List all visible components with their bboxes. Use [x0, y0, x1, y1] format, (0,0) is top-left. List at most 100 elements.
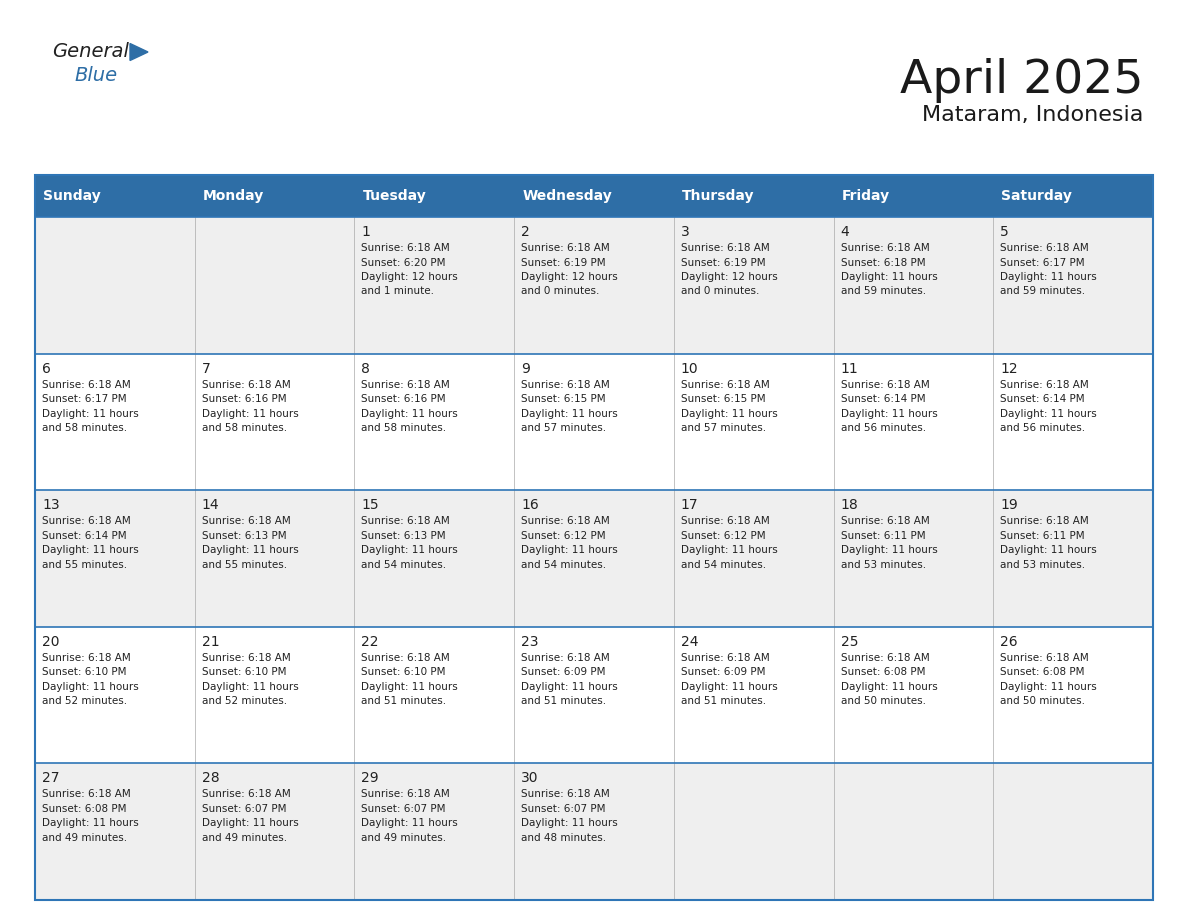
Text: Sunset: 6:14 PM: Sunset: 6:14 PM: [42, 531, 127, 541]
Text: Sunset: 6:10 PM: Sunset: 6:10 PM: [361, 667, 446, 677]
Text: Sunrise: 6:18 AM: Sunrise: 6:18 AM: [42, 789, 131, 800]
Text: Sunset: 6:08 PM: Sunset: 6:08 PM: [841, 667, 925, 677]
Text: Daylight: 11 hours: Daylight: 11 hours: [202, 819, 298, 828]
Bar: [354, 175, 514, 217]
Bar: [514, 175, 674, 217]
Text: Daylight: 11 hours: Daylight: 11 hours: [42, 545, 139, 555]
Text: Sunrise: 6:18 AM: Sunrise: 6:18 AM: [1000, 380, 1089, 389]
Text: Sunrise: 6:18 AM: Sunrise: 6:18 AM: [361, 243, 450, 253]
Text: Sunrise: 6:18 AM: Sunrise: 6:18 AM: [841, 516, 929, 526]
Text: and 57 minutes.: and 57 minutes.: [681, 423, 766, 433]
Text: Daylight: 11 hours: Daylight: 11 hours: [841, 272, 937, 282]
Text: Daylight: 11 hours: Daylight: 11 hours: [681, 409, 778, 419]
Text: Sunrise: 6:18 AM: Sunrise: 6:18 AM: [361, 789, 450, 800]
Text: and 52 minutes.: and 52 minutes.: [42, 696, 127, 706]
Text: Sunrise: 6:18 AM: Sunrise: 6:18 AM: [522, 653, 609, 663]
Text: and 58 minutes.: and 58 minutes.: [361, 423, 447, 433]
Text: and 0 minutes.: and 0 minutes.: [522, 286, 600, 297]
Text: Sunrise: 6:18 AM: Sunrise: 6:18 AM: [681, 243, 770, 253]
Text: Sunset: 6:17 PM: Sunset: 6:17 PM: [1000, 258, 1085, 267]
Text: 17: 17: [681, 498, 699, 512]
Text: Daylight: 11 hours: Daylight: 11 hours: [1000, 409, 1097, 419]
Text: 15: 15: [361, 498, 379, 512]
Text: Daylight: 11 hours: Daylight: 11 hours: [42, 682, 139, 692]
Text: Sunrise: 6:18 AM: Sunrise: 6:18 AM: [681, 653, 770, 663]
Text: Daylight: 11 hours: Daylight: 11 hours: [681, 682, 778, 692]
Text: Sunset: 6:10 PM: Sunset: 6:10 PM: [202, 667, 286, 677]
Text: Sunset: 6:08 PM: Sunset: 6:08 PM: [42, 804, 126, 814]
Text: Sunset: 6:11 PM: Sunset: 6:11 PM: [1000, 531, 1085, 541]
Text: Friday: Friday: [841, 189, 890, 203]
Bar: [195, 175, 354, 217]
Text: Sunset: 6:07 PM: Sunset: 6:07 PM: [361, 804, 446, 814]
Text: General: General: [52, 42, 128, 61]
Text: 3: 3: [681, 225, 689, 239]
Text: 26: 26: [1000, 635, 1018, 649]
Text: Sunset: 6:07 PM: Sunset: 6:07 PM: [522, 804, 606, 814]
Text: Sunrise: 6:18 AM: Sunrise: 6:18 AM: [361, 653, 450, 663]
Text: 24: 24: [681, 635, 699, 649]
Text: Sunset: 6:19 PM: Sunset: 6:19 PM: [522, 258, 606, 267]
Text: Sunrise: 6:18 AM: Sunrise: 6:18 AM: [202, 380, 290, 389]
Text: Sunrise: 6:18 AM: Sunrise: 6:18 AM: [681, 380, 770, 389]
Text: Sunset: 6:13 PM: Sunset: 6:13 PM: [361, 531, 446, 541]
Text: 18: 18: [841, 498, 858, 512]
Text: and 55 minutes.: and 55 minutes.: [42, 560, 127, 570]
Text: Sunrise: 6:18 AM: Sunrise: 6:18 AM: [361, 516, 450, 526]
Text: 9: 9: [522, 362, 530, 375]
Text: 28: 28: [202, 771, 220, 786]
Text: Sunrise: 6:18 AM: Sunrise: 6:18 AM: [1000, 516, 1089, 526]
Text: and 54 minutes.: and 54 minutes.: [522, 560, 606, 570]
Bar: [674, 175, 834, 217]
Text: Daylight: 11 hours: Daylight: 11 hours: [361, 682, 459, 692]
Text: Sunset: 6:12 PM: Sunset: 6:12 PM: [522, 531, 606, 541]
Text: Sunset: 6:16 PM: Sunset: 6:16 PM: [202, 394, 286, 404]
Text: 30: 30: [522, 771, 538, 786]
Text: Sunrise: 6:18 AM: Sunrise: 6:18 AM: [1000, 653, 1089, 663]
Text: 2: 2: [522, 225, 530, 239]
Text: Sunset: 6:14 PM: Sunset: 6:14 PM: [841, 394, 925, 404]
Text: Sunrise: 6:18 AM: Sunrise: 6:18 AM: [841, 243, 929, 253]
Text: Daylight: 11 hours: Daylight: 11 hours: [681, 545, 778, 555]
Text: Sunset: 6:15 PM: Sunset: 6:15 PM: [681, 394, 765, 404]
Text: Sunset: 6:12 PM: Sunset: 6:12 PM: [681, 531, 765, 541]
Text: Wednesday: Wednesday: [523, 189, 612, 203]
Text: and 50 minutes.: and 50 minutes.: [1000, 696, 1086, 706]
Text: and 51 minutes.: and 51 minutes.: [361, 696, 447, 706]
Text: Daylight: 11 hours: Daylight: 11 hours: [361, 409, 459, 419]
Text: 4: 4: [841, 225, 849, 239]
Text: and 49 minutes.: and 49 minutes.: [361, 833, 447, 843]
Text: Daylight: 11 hours: Daylight: 11 hours: [522, 819, 618, 828]
Text: and 50 minutes.: and 50 minutes.: [841, 696, 925, 706]
Text: Daylight: 11 hours: Daylight: 11 hours: [202, 682, 298, 692]
Polygon shape: [129, 43, 148, 61]
Text: Sunset: 6:17 PM: Sunset: 6:17 PM: [42, 394, 127, 404]
Text: Sunrise: 6:18 AM: Sunrise: 6:18 AM: [202, 516, 290, 526]
Text: and 56 minutes.: and 56 minutes.: [841, 423, 925, 433]
Text: Daylight: 12 hours: Daylight: 12 hours: [522, 272, 618, 282]
Text: Daylight: 11 hours: Daylight: 11 hours: [522, 682, 618, 692]
Text: Tuesday: Tuesday: [362, 189, 426, 203]
Text: Daylight: 11 hours: Daylight: 11 hours: [841, 545, 937, 555]
Bar: [993, 175, 1154, 217]
Text: Daylight: 11 hours: Daylight: 11 hours: [42, 819, 139, 828]
Text: Sunrise: 6:18 AM: Sunrise: 6:18 AM: [522, 243, 609, 253]
Text: Sunrise: 6:18 AM: Sunrise: 6:18 AM: [202, 789, 290, 800]
Text: and 56 minutes.: and 56 minutes.: [1000, 423, 1086, 433]
Text: 21: 21: [202, 635, 220, 649]
Text: Sunrise: 6:18 AM: Sunrise: 6:18 AM: [841, 380, 929, 389]
Bar: [34, 764, 1154, 900]
Text: and 48 minutes.: and 48 minutes.: [522, 833, 606, 843]
Text: April 2025: April 2025: [899, 58, 1143, 103]
Text: Sunset: 6:11 PM: Sunset: 6:11 PM: [841, 531, 925, 541]
Text: 19: 19: [1000, 498, 1018, 512]
Text: and 57 minutes.: and 57 minutes.: [522, 423, 606, 433]
Text: Sunrise: 6:18 AM: Sunrise: 6:18 AM: [841, 653, 929, 663]
Text: Daylight: 11 hours: Daylight: 11 hours: [1000, 545, 1097, 555]
Text: Sunset: 6:20 PM: Sunset: 6:20 PM: [361, 258, 446, 267]
Text: 5: 5: [1000, 225, 1009, 239]
Text: Sunrise: 6:18 AM: Sunrise: 6:18 AM: [1000, 243, 1089, 253]
Bar: [34, 217, 1154, 353]
Text: 12: 12: [1000, 362, 1018, 375]
Text: Daylight: 11 hours: Daylight: 11 hours: [1000, 272, 1097, 282]
